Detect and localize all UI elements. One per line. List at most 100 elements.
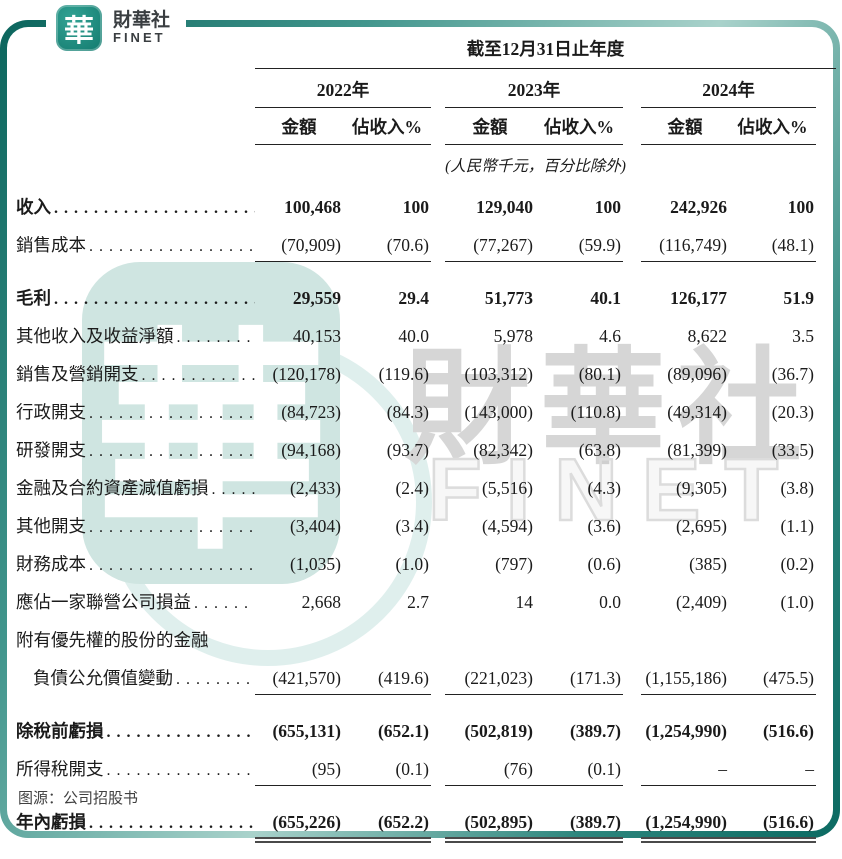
table-cell: –: [729, 759, 816, 786]
unit-note: (人民幣千元，百分比除外): [445, 158, 626, 175]
dot-leader: [194, 595, 255, 613]
table-cell: (419.6): [343, 668, 431, 695]
row-label: 財務成本: [16, 551, 255, 576]
dot-leader: [89, 238, 255, 256]
table-cell: (1.0): [395, 554, 429, 574]
row-label: 行政開支: [16, 399, 255, 424]
table-cell: (389.7): [569, 721, 621, 741]
table-cell: (502,819): [464, 721, 533, 741]
subheader-amount: 金額: [255, 108, 343, 145]
table-cell: (120,178): [272, 364, 341, 384]
dot-leader: [89, 557, 255, 575]
table-cell: 40,153: [292, 326, 341, 346]
watermark-en-text: FINET: [427, 440, 803, 539]
table-cell: (81,399): [667, 440, 727, 460]
row-label: 所得稅開支: [16, 756, 255, 781]
year-header: 2023年: [445, 69, 623, 108]
table-cell: 100: [402, 197, 429, 217]
table-cell: (1,254,990): [645, 721, 727, 741]
row-label: 研發開支: [16, 437, 255, 462]
seal-char: 華: [64, 15, 94, 48]
dot-leader: [177, 329, 256, 347]
row-label-text: 除稅前虧損: [16, 721, 104, 741]
table-cell: (655,226): [255, 812, 343, 843]
row-label-text: 財務成本: [16, 554, 86, 574]
row-label-text: 金融及合約資產減值虧損: [16, 478, 209, 498]
table-cell: (143,000): [464, 402, 533, 422]
table-cell: (652.1): [377, 721, 429, 741]
table-cell: (95): [255, 759, 343, 786]
table-cell: 51.9: [783, 288, 814, 308]
table-cell: 126,177: [670, 288, 727, 308]
table-row: 收入 100,468 100 129,040 100 242,926 100: [16, 194, 818, 219]
table-row: 其他收入及收益淨額 40,153 40.0 5,978 4.6 8,622 3.5: [16, 323, 818, 348]
table-cell: (3.8): [780, 478, 814, 498]
table-row: 年內虧損 (655,226)(652.2) (502,895)(389.7) (1,2…: [16, 809, 818, 843]
financial-table: 截至12月31日止年度 2022年 2023年 2024年 金額 佔收入% 金額 佔收入%…: [16, 36, 836, 843]
row-label: 除稅前虧損: [16, 718, 255, 743]
row-label-text: 所得稅開支: [16, 759, 104, 779]
table-cell: (1.0): [780, 592, 814, 612]
table-cell: 100: [594, 197, 621, 217]
table-cell: 100: [787, 197, 814, 217]
table-cell: (4,594): [481, 516, 533, 536]
table-row: 行政開支 (84,723) (84.3) (143,000) (110.8) (49,31…: [16, 399, 818, 424]
row-label-text: 收入: [16, 197, 51, 217]
dot-leader: [89, 443, 255, 461]
row-label-text: 年內虧損: [16, 812, 86, 832]
table-cell: (3,404): [289, 516, 341, 536]
table-cell: 29,559: [292, 288, 341, 308]
dot-leader: [54, 291, 255, 309]
row-label-text: 行政開支: [16, 402, 86, 422]
table-cell: 242,926: [670, 197, 727, 217]
finet-logo: 華 財華社 FINET: [46, 0, 187, 58]
table-cell: (9,305): [675, 478, 727, 498]
table-cell: (1,035): [289, 554, 341, 574]
table-cell: (20.3): [771, 402, 814, 422]
table-cell: (1,254,990): [641, 812, 729, 843]
table-cell: (70.6): [343, 235, 431, 262]
table-cell: (389.7): [535, 812, 623, 843]
dot-leader: [142, 367, 256, 385]
row-label-text: 毛利: [16, 288, 51, 308]
row-label: 其他收入及收益淨額: [16, 323, 255, 348]
table-cell: 0.0: [599, 592, 621, 612]
table-cell: –: [641, 759, 729, 786]
table-cell: (171.3): [535, 668, 623, 695]
table-cell: (80.1): [578, 364, 621, 384]
table-cell: (103,312): [464, 364, 533, 384]
dot-leader: [89, 519, 255, 537]
table-cell: (652.2): [343, 812, 431, 843]
row-label: 其他開支: [16, 513, 255, 538]
subheader-row: 金額 佔收入% 金額 佔收入% 金額 佔收入%: [16, 108, 818, 145]
subheader-pct: 佔收入%: [343, 108, 431, 145]
dot-leader: [212, 481, 256, 499]
subheader-pct: 佔收入%: [535, 108, 623, 145]
dot-leader: [89, 405, 255, 423]
table-cell: (5,516): [481, 478, 533, 498]
table-cell: (48.1): [729, 235, 816, 262]
unit-note-row: (人民幣千元，百分比除外): [16, 145, 818, 176]
subheader-pct: 佔收入%: [729, 108, 816, 145]
table-row: 財務成本 (1,035) (1.0) (797) (0.6) (385) (0.2): [16, 551, 818, 576]
table-cell: (3.6): [587, 516, 621, 536]
table-cell: (84.3): [386, 402, 429, 422]
table-cell: (2,409): [675, 592, 727, 612]
table-cell: (655,131): [272, 721, 341, 741]
table-cell: 3.5: [792, 326, 814, 346]
table-cell: (221,023): [445, 668, 535, 695]
table-cell: 29.4: [398, 288, 429, 308]
table-row: 所得稅開支(95)(0.1)(76)(0.1)––: [16, 756, 818, 786]
finet-seal-icon: 華: [56, 5, 102, 51]
table-cell: (0.6): [587, 554, 621, 574]
table-cell: (2,695): [675, 516, 727, 536]
row-label: 毛利: [16, 285, 255, 310]
image-source: 图源：公司招股书: [18, 790, 139, 807]
row-label: 附有優先權的股份的金融: [16, 627, 816, 652]
table-row: 銷售成本 (70,909)(70.6) (77,267)(59.9) (116,749…: [16, 232, 818, 262]
row-label-text: 應佔一家聯營公司損益: [16, 592, 191, 612]
table-row: 應佔一家聯營公司損益 2,668 2.7 14 0.0 (2,409) (1.0): [16, 589, 818, 614]
table-cell: (1.1): [780, 516, 814, 536]
table-cell: (797): [495, 554, 533, 574]
table-cell: (77,267): [445, 235, 535, 262]
